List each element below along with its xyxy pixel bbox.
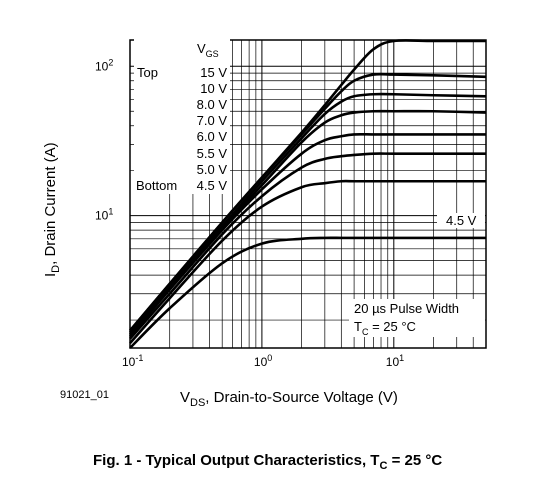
pulse-width-note: 20 µs Pulse Width: [354, 301, 459, 316]
x-axis-title: VDS, Drain-to-Source Voltage (V): [180, 389, 398, 409]
x-tick-label: 10-1: [122, 353, 143, 369]
curve-label-4-5v: 4.5 V: [446, 213, 477, 228]
x-tick-label: 100: [254, 353, 272, 369]
legend-entry: 5.0 V: [197, 162, 228, 177]
legend-entry: 8.0 V: [197, 97, 228, 112]
pulse-note-background: [349, 299, 485, 337]
legend-entry: 4.5 V: [197, 178, 228, 193]
y-tick-label: 102: [95, 57, 113, 73]
legend-header: VGS: [197, 41, 219, 59]
legend-top-label: Top: [137, 65, 158, 80]
legend-entries: 15 V10 V8.0 V7.0 V6.0 V 5.5 V5.0 V4.5 V: [197, 65, 228, 193]
tc-note: TC = 25 °C: [354, 319, 416, 337]
series-line-5-5-V: [129, 152, 486, 340]
legend-entry: 7.0 V: [197, 113, 228, 128]
legend-entry: 5.5 V: [197, 146, 228, 161]
curve-label-background: [437, 213, 485, 228]
x-tick-labels: 10-1 100 101: [122, 353, 404, 369]
legend-bottom-label: Bottom: [136, 178, 177, 193]
legend-entry: 6.0 V: [197, 129, 228, 144]
series-line-5-0-V: [129, 179, 486, 345]
y-tick-labels: 101 102: [95, 57, 113, 222]
series-line-7-0-V: [129, 109, 487, 336]
figure-caption: Fig. 1 - Typical Output Characteristics,…: [93, 452, 443, 472]
y-tick-label: 101: [95, 207, 113, 223]
series-line-10-V: [129, 72, 487, 332]
legend-entry: 10 V: [200, 81, 227, 96]
legend-entry: 15 V: [200, 65, 227, 80]
legend-background: [134, 36, 230, 194]
plot-frame: [129, 39, 487, 349]
y-axis-title: ID, Drain Current (A): [42, 142, 62, 277]
series-line-4-5-V: [129, 236, 486, 349]
figure-id: 91021_01: [60, 389, 109, 401]
x-tick-label: 101: [386, 353, 404, 369]
series-curves: [129, 39, 487, 349]
series-line-6-0-V: [129, 132, 486, 338]
